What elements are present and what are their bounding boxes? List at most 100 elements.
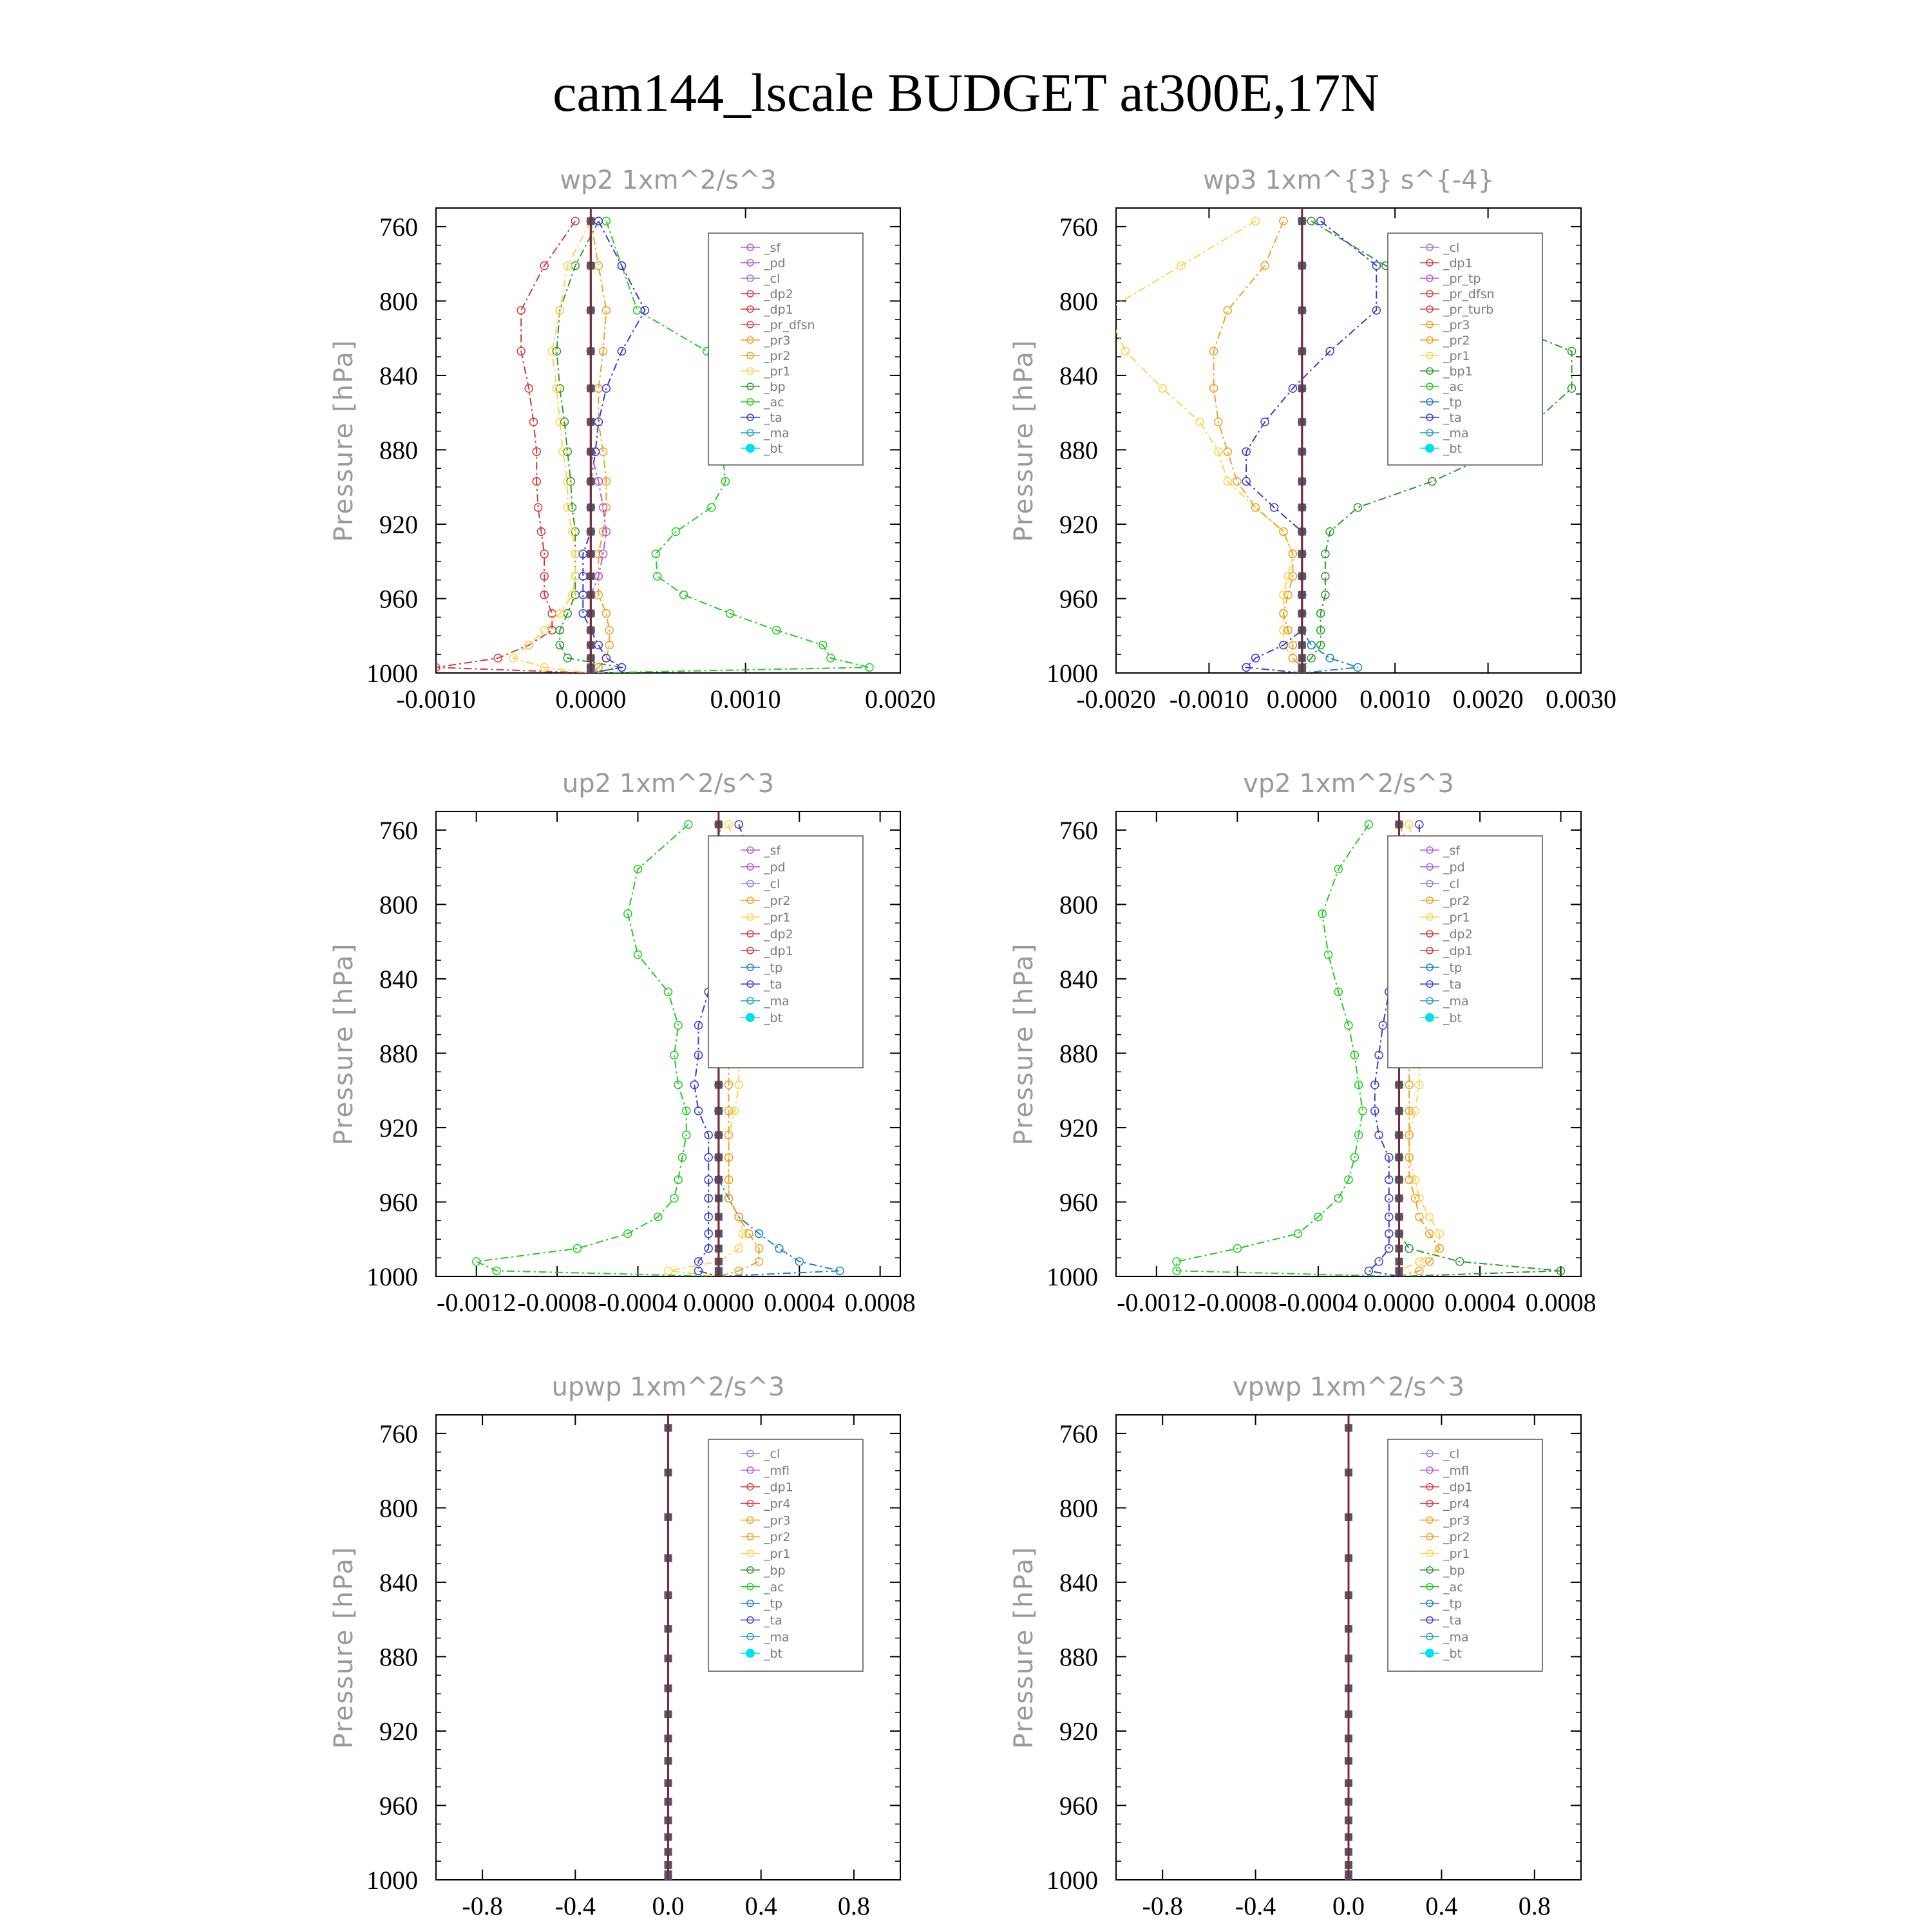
legend-marker <box>1426 1499 1434 1508</box>
data-point <box>555 625 565 635</box>
y-tick-label: 1000 <box>366 1866 418 1895</box>
legend-marker <box>746 880 754 887</box>
data-point <box>1158 384 1167 393</box>
legend-marker <box>1426 1616 1434 1624</box>
legend-label: _ac <box>1443 1580 1464 1595</box>
data-point <box>563 447 573 457</box>
data-point <box>704 1193 713 1203</box>
data-point <box>1318 909 1327 918</box>
legend-label: _ac <box>1443 380 1464 394</box>
legend-label: _bt <box>1443 1011 1462 1025</box>
data-point <box>547 346 556 356</box>
data-point <box>471 1257 481 1266</box>
legend-marker <box>746 305 754 313</box>
legend-marker <box>1426 336 1434 344</box>
data-point <box>1334 1193 1343 1203</box>
data-point <box>623 1229 632 1238</box>
y-tick-label: 880 <box>1059 1642 1098 1671</box>
y-tick-label: 960 <box>1059 584 1098 613</box>
legend-label: _pr_dfsn <box>763 318 815 332</box>
legend: _cl _mfl _dp1 _pr4 _pr3 _pr2 _pr1 _bp _ac _tp _ta _… <box>1387 1439 1543 1672</box>
panel-wp3: wp3 1xm^{3} s^{-4} Pressure [hPa] 760 800 84… <box>1009 166 1616 714</box>
legend-marker <box>746 930 754 938</box>
legend-marker <box>1425 1649 1434 1658</box>
series-line-pr3 <box>512 220 592 673</box>
legend-label: _bp <box>1443 1564 1465 1578</box>
x-tick-label: -0.0004 <box>1278 1288 1358 1317</box>
x-tick-label: -0.0010 <box>1170 685 1249 714</box>
data-point <box>640 306 650 315</box>
data-point <box>1374 1130 1383 1140</box>
y-tick-label: 840 <box>1059 1568 1098 1597</box>
data-point <box>694 1050 703 1060</box>
data-point <box>1385 1153 1394 1162</box>
data-point <box>654 1212 663 1222</box>
y-tick-label: 760 <box>1059 816 1098 845</box>
y-tick-label: 1000 <box>1046 1866 1098 1895</box>
data-point <box>835 1266 844 1276</box>
data-point <box>1283 625 1293 635</box>
legend-label: _ta <box>763 978 782 992</box>
data-point <box>532 447 541 457</box>
data-point <box>540 663 549 672</box>
legend-marker <box>1426 896 1434 904</box>
legend-marker <box>1426 1549 1434 1557</box>
legend-label: _pr4 <box>763 1497 790 1511</box>
legend-label: _pr2 <box>763 1530 790 1544</box>
data-point <box>1288 654 1298 663</box>
legend-label: _pr3 <box>1443 1513 1470 1528</box>
panel-title: vpwp 1xm^2/s^3 <box>1233 1372 1464 1402</box>
data-point <box>1425 1257 1434 1266</box>
legend-marker <box>1426 352 1434 359</box>
x-tick-label: 0.8 <box>1519 1891 1551 1920</box>
legend-marker <box>746 896 754 904</box>
legend-marker <box>1425 1013 1434 1022</box>
legend-label: _ma <box>763 426 790 440</box>
legend-marker <box>1426 367 1434 375</box>
data-point <box>1316 640 1325 650</box>
data-point <box>1172 1257 1181 1266</box>
data-point <box>1316 609 1325 618</box>
legend-marker <box>1426 243 1434 251</box>
data-point <box>1353 663 1363 672</box>
legend-label: _pr1 <box>763 911 790 925</box>
series-line-ta <box>582 220 646 673</box>
legend-label: _pd <box>763 860 786 875</box>
y-axis-label: Pressure [hPa] <box>1009 339 1039 542</box>
data-point <box>772 625 781 635</box>
legend-label: _sf <box>1443 844 1461 858</box>
legend-label: _tp <box>763 961 782 975</box>
legend-label: _bt <box>763 1647 782 1661</box>
legend-label: _mfl <box>1443 1464 1469 1478</box>
y-tick-label: 880 <box>379 435 418 464</box>
y-tick-label: 840 <box>379 1568 418 1597</box>
data-point <box>1378 1021 1388 1030</box>
data-point <box>724 1080 734 1090</box>
data-point <box>1242 477 1251 486</box>
legend-marker <box>746 413 754 421</box>
data-point <box>1288 572 1298 581</box>
legend-marker <box>1426 930 1434 938</box>
data-point <box>663 987 673 996</box>
data-point <box>594 477 603 486</box>
legend-label: _dp1 <box>763 303 793 317</box>
legend-marker <box>746 947 754 954</box>
data-point <box>1415 1266 1424 1276</box>
legend-marker <box>746 1616 754 1624</box>
x-tick-label: 0.0010 <box>1359 685 1430 714</box>
data-point <box>563 261 573 270</box>
legend-marker <box>1426 1516 1434 1524</box>
x-tick-label: -0.0004 <box>598 1288 677 1317</box>
data-point <box>594 572 603 581</box>
legend-label: _bp <box>763 380 786 394</box>
legend-marker <box>746 321 754 328</box>
x-tick-label: 0.0010 <box>710 685 781 714</box>
data-point <box>1307 640 1316 650</box>
data-point <box>605 640 614 650</box>
data-point <box>598 346 608 356</box>
data-point <box>1425 1212 1434 1222</box>
data-point <box>540 625 549 635</box>
legend-marker <box>1426 1450 1434 1457</box>
legend-marker <box>1426 429 1434 437</box>
data-point <box>1223 477 1233 486</box>
